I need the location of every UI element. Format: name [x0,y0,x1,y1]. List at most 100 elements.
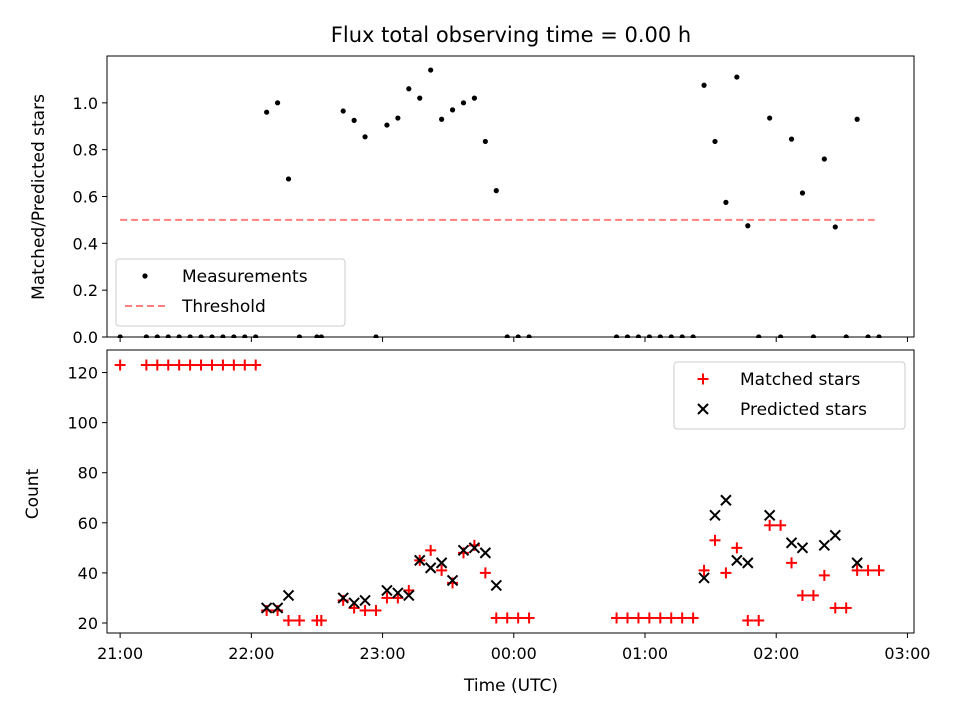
measurement-point [788,136,795,142]
matched-star-marker [381,592,393,604]
matched-star-marker [436,564,448,576]
y-tick-label: 40 [78,564,98,583]
measurement-point [242,334,248,338]
measurement-point [482,138,488,145]
predicted-star-marker [796,542,809,554]
legend-dot [142,273,148,279]
x-stroke-b [424,562,437,574]
predicted-star-marker [709,509,721,521]
y-tick-label: 60 [78,514,98,533]
matched-star-marker [173,359,185,371]
matched-star-marker [611,612,623,624]
measurement-point [799,190,806,196]
measurement-point [657,334,663,338]
x-stroke-b [709,509,721,521]
series-predicted-stars [260,494,863,614]
measurement-point [187,334,193,338]
matched-star-marker [315,614,327,626]
x-stroke-b [271,602,284,614]
matched-star-marker [731,542,743,554]
matched-star-marker [818,569,830,581]
measurement-point [165,334,171,338]
x-stroke-b [359,594,371,607]
y-tick-label: 0.2 [73,281,98,300]
matched-star-marker [523,612,535,624]
x-stroke-b [490,579,502,592]
matched-star-marker [622,612,634,624]
predicted-star-marker [337,592,349,604]
matched-star-marker [370,604,382,616]
predicted-star-marker [785,537,798,549]
bottom-y-axis-label: Count [23,468,43,519]
measurement-point [701,82,707,88]
measurement-point [395,115,401,121]
matched-star-marker [873,564,885,576]
predicted-star-marker [414,554,426,567]
predicted-star-marker [742,557,754,569]
x-stroke-b [851,557,863,569]
matched-star-marker [632,612,644,624]
legend-label: Threshold [181,297,266,317]
legend-item: Measurements [142,267,308,287]
measurement-point [406,86,412,92]
bottom-x-axis-label: Time (UTC) [463,676,558,696]
measurement-point [253,334,259,338]
measurement-point [220,334,226,338]
predicted-star-marker [392,587,404,599]
measurement-point [876,334,882,338]
measurement-point [198,334,204,338]
matched-star-marker [184,359,196,371]
measurement-point [646,334,652,338]
x-stroke-b [763,509,776,521]
y-tick-label: 80 [78,464,98,483]
x-stroke-b [731,554,743,567]
predicted-star-marker [763,509,776,521]
matched-star-marker [217,359,229,371]
y-tick-label: 120 [67,364,98,383]
measurement-point [117,334,123,338]
measurement-point [493,188,499,194]
predicted-star-marker [424,562,437,574]
x-stroke-b [414,554,426,567]
measurement-point [723,199,729,205]
measurement-point [712,138,718,145]
predicted-star-marker [851,557,863,569]
x-tick-label: 00:00 [491,644,537,663]
data-layer [117,67,882,338]
matched-star-marker [665,612,677,624]
matched-star-marker [709,534,721,546]
matched-star-marker [293,614,305,626]
matched-star-marker [283,614,295,626]
predicted-star-marker [403,589,415,602]
measurement-point [449,107,456,113]
measurement-point [274,100,281,106]
measurement-point [734,74,740,80]
measurement-point [154,334,160,338]
matched-star-marker [501,612,513,624]
matched-star-marker [851,564,863,576]
x-stroke-b [403,589,415,602]
measurement-point [504,334,510,338]
matched-star-marker [206,359,218,371]
matched-star-marker [829,602,841,614]
measurement-point [843,334,849,338]
predicted-star-marker [359,594,371,607]
legend-item: Threshold [125,297,266,317]
predicted-star-marker [348,597,360,609]
matched-star-marker [359,604,371,616]
x-stroke-b [381,584,393,597]
predicted-star-marker [479,547,492,559]
x-stroke-b [720,494,732,506]
matched-star-marker [687,612,699,624]
predicted-star-marker [446,574,459,587]
predicted-star-marker [698,572,710,584]
legend-box [115,258,346,327]
legend-label: Predicted stars [740,400,867,420]
predicted-star-marker [720,494,732,506]
series-matched-stars [114,359,885,626]
x-stroke-b [435,557,448,569]
measurement-point [526,334,532,338]
x-stroke-b [337,592,349,604]
measurement-point [756,334,762,338]
series-measurements [117,67,882,338]
